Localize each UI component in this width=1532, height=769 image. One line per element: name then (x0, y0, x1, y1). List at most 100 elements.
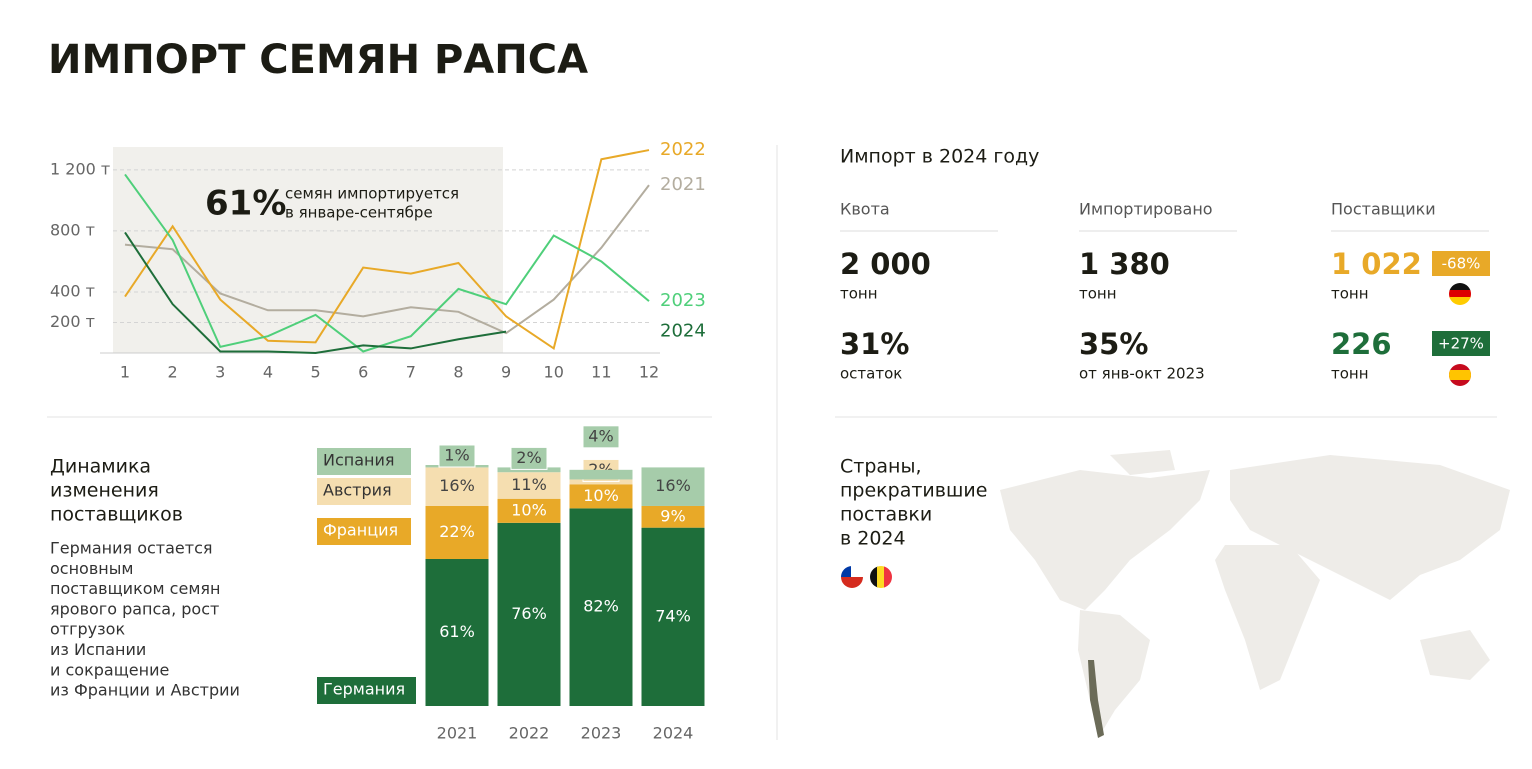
bar-value-label: 74% (655, 606, 691, 625)
bar-segment (497, 522, 561, 706)
map-title: поставки (840, 504, 932, 526)
bar-description: из Испании (50, 640, 146, 659)
flag-germany (1449, 283, 1471, 305)
label-box (510, 446, 548, 470)
x-tick-label: 3 (215, 363, 225, 382)
bar-segment (425, 558, 489, 706)
x-tick-label: 7 (406, 363, 416, 382)
kpi-value: 35% (1079, 327, 1148, 361)
x-tick-label: 2024 (653, 724, 694, 743)
flag-belgium (870, 566, 892, 588)
bar-segment (641, 467, 705, 506)
legend-swatch (317, 518, 411, 545)
bar-description: Германия остается (50, 539, 213, 558)
legend-swatch (317, 478, 411, 505)
bar-segment (641, 527, 705, 706)
bar-value-label: 10% (583, 486, 619, 505)
x-tick-label: 8 (453, 363, 463, 382)
label-box (438, 444, 476, 468)
bar-description: и сокращение (50, 660, 169, 679)
bar-title: Динамика (50, 456, 151, 478)
x-tick-label: 2 (168, 363, 178, 382)
bar-value-label: 4% (588, 426, 613, 445)
annotation-text: в январе-сентябре (285, 204, 433, 222)
bar-description: ярового рапса, рост (50, 599, 219, 618)
x-tick-label: 2021 (437, 724, 478, 743)
kpi: Импорт в 2024 году Квота Импортировано П… (840, 146, 1490, 386)
bar-value-label: 22% (439, 522, 475, 541)
x-tick-label: 10 (544, 363, 564, 382)
kpi-value: 2 000 (840, 247, 931, 281)
kpi-value: 1 022 (1331, 247, 1422, 281)
kpi-value: 226 (1331, 327, 1392, 361)
map-title: в 2024 (840, 528, 906, 550)
badge (1432, 331, 1490, 356)
bar-value-label: 82% (583, 597, 619, 616)
flag-chile (841, 566, 863, 588)
x-tick-label: 5 (310, 363, 320, 382)
bar-description: из Франции и Австрии (50, 681, 240, 700)
bar-value-label: 10% (511, 500, 547, 519)
legend-swatch (317, 677, 416, 704)
bar-description: основным (50, 559, 133, 578)
badge-text: +27% (1438, 335, 1484, 353)
series-line (124, 149, 650, 351)
y-tick-label: 800 т (50, 220, 95, 239)
kpi-unit: остаток (840, 365, 902, 383)
kpi-value: 1 380 (1079, 247, 1170, 281)
x-tick-label: 11 (591, 363, 611, 382)
x-tick-label: 1 (120, 363, 130, 382)
map: Страны, прекратившие поставки в 2024 (840, 450, 1510, 738)
series-label: 2022 (660, 139, 706, 160)
legend-label: Франция (323, 521, 398, 540)
map-title: Страны, (840, 456, 922, 478)
flag-spain (1449, 364, 1471, 386)
bar-description: поставщиком семян (50, 579, 220, 598)
legend-swatch (317, 448, 411, 475)
bar-title: поставщиков (50, 504, 183, 526)
y-tick-label: 200 т (50, 312, 95, 331)
world-map (1000, 450, 1510, 735)
bar-value-label: 1% (444, 446, 469, 465)
kpi-value: 31% (840, 327, 909, 361)
bar-segment (425, 467, 489, 506)
y-tick-label: 1 200 т (50, 159, 110, 178)
kpi-label: Импортировано (1079, 200, 1213, 219)
kpi-label: Квота (840, 200, 890, 219)
bar-value-label: 16% (439, 476, 475, 495)
bar-title: изменения (50, 480, 159, 502)
legend-label: Австрия (323, 481, 392, 500)
annotation-value: 61% (205, 184, 286, 224)
kpi-unit: тонн (1331, 285, 1369, 303)
bar-value-label: 16% (655, 476, 691, 495)
bar-value-label: 2% (516, 448, 541, 467)
series-label: 2024 (660, 321, 706, 342)
bar-description: отгрузок (50, 620, 125, 639)
badge (1432, 251, 1490, 276)
legend-label: Германия (323, 680, 405, 699)
bar-segment (569, 508, 633, 706)
x-tick-label: 2022 (509, 724, 550, 743)
kpi-unit: тонн (1331, 365, 1369, 383)
bar-segment (425, 505, 489, 559)
x-tick-label: 6 (358, 363, 368, 382)
label-box (582, 425, 620, 449)
kpi-unit: тонн (1079, 285, 1117, 303)
x-tick-label: 12 (639, 363, 659, 382)
kpi-unit: тонн (840, 285, 878, 303)
legend-label: Испания (323, 451, 395, 470)
bar-segment (641, 505, 705, 528)
bar-value-label: 76% (511, 604, 547, 623)
bar-segment (497, 472, 561, 499)
bar-value-label: 61% (439, 622, 475, 641)
map-title: прекратившие (840, 480, 987, 502)
chile (1088, 660, 1104, 738)
series-label: 2021 (660, 174, 706, 195)
series-line (124, 231, 507, 355)
bar-segment (569, 469, 633, 480)
kpi-unit: от янв-окт 2023 (1079, 365, 1205, 383)
bar-value-label: 9% (660, 506, 685, 525)
